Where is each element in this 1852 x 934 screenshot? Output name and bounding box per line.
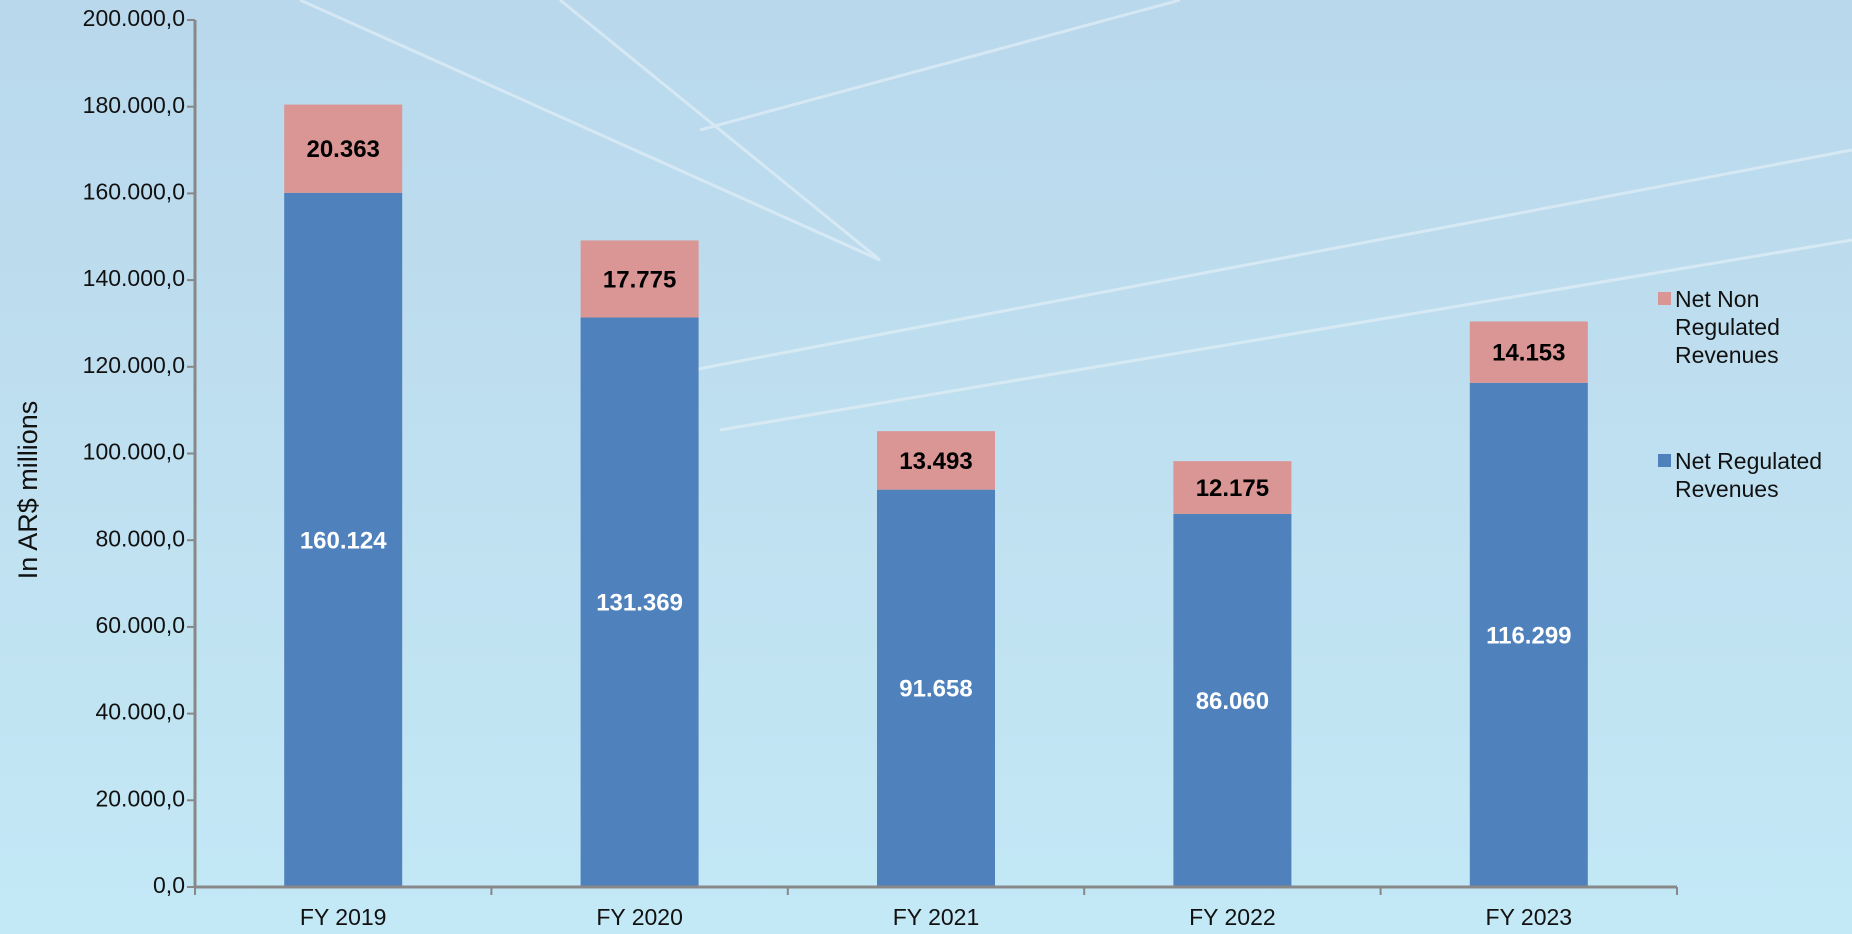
y-tick-label: 180.000,0 [83,92,185,118]
value-label: 13.493 [899,448,972,475]
y-tick-label: 0,0 [153,872,185,898]
legend-swatch [1658,454,1671,467]
bar-segment [580,240,699,318]
bar-segment [284,104,403,193]
bar-segment [1469,321,1588,383]
value-label: 116.299 [1486,622,1571,649]
value-label: 12.175 [1196,475,1269,502]
y-tick-label: 120.000,0 [83,352,185,378]
bar-segment [1469,382,1588,887]
legend-swatch [1658,292,1671,305]
legend-item: Net Non Regulated Revenues [1658,285,1848,369]
y-tick-label: 140.000,0 [83,265,185,291]
background-lines [299,0,1852,432]
bar-segment [877,431,995,490]
bar-segment [284,192,403,888]
value-label: 131.369 [596,590,683,617]
y-tick-label: 60.000,0 [95,612,185,638]
y-tick-label: 20.000,0 [95,785,185,811]
bar-segment [580,317,699,887]
x-tick-label: FY 2021 [893,904,980,930]
x-tick-label: FY 2023 [1486,904,1573,930]
legend-label: Net Non Regulated Revenues [1675,286,1780,368]
y-axis-label: In AR$ millions [13,401,43,580]
x-tick-label: FY 2020 [596,904,683,930]
y-tick-label: 80.000,0 [95,525,185,551]
bar-segment [1173,513,1292,887]
legend-item: Net Regulated Revenues [1658,447,1848,503]
value-label: 91.658 [899,676,972,703]
bar-segment [877,489,995,887]
value-label: 17.775 [603,266,676,293]
x-tick-label: FY 2022 [1189,904,1276,930]
value-label: 14.153 [1492,340,1565,367]
x-tick-label: FY 2019 [300,904,387,930]
value-label: 160.124 [300,527,387,554]
y-tick-label: 100.000,0 [83,439,185,465]
y-tick-label: 160.000,0 [83,178,185,204]
value-label: 20.363 [306,136,379,163]
y-tick-label: 200.000,0 [83,5,185,31]
bar-segment [1173,461,1292,514]
y-tick-label: 40.000,0 [95,699,185,725]
value-label: 86.060 [1196,688,1269,715]
legend-label: Net Regulated Revenues [1675,448,1823,502]
